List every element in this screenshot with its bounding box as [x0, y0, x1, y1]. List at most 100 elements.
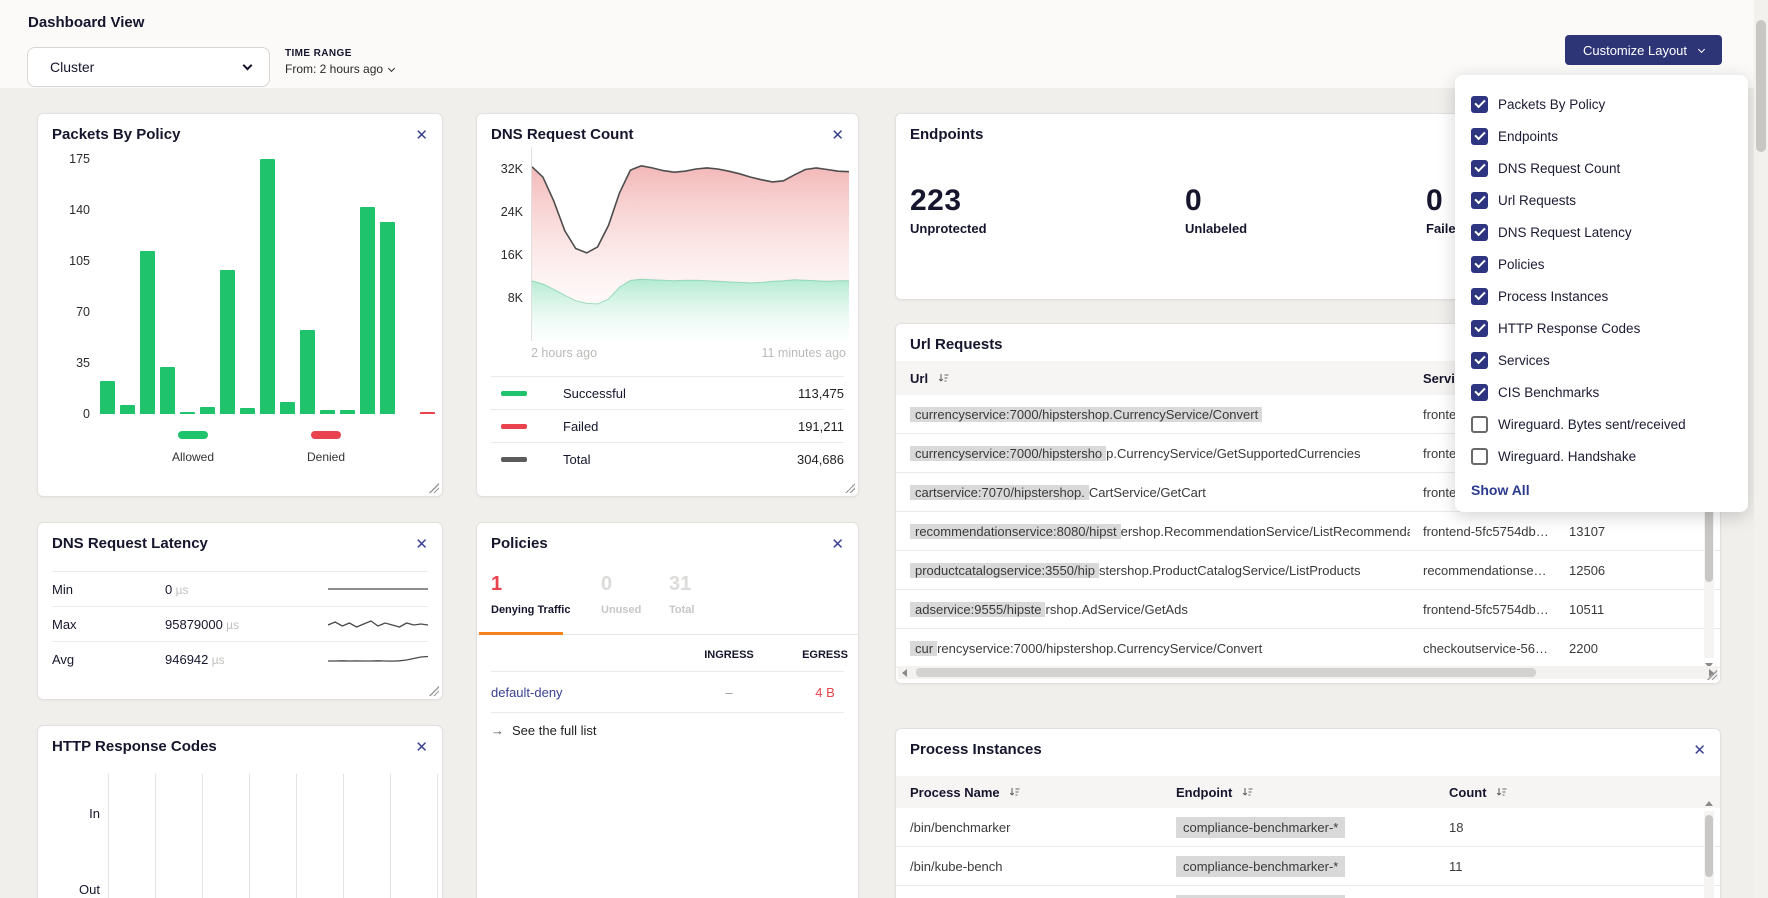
resize-handle[interactable] [1707, 670, 1717, 680]
close-icon[interactable]: ✕ [411, 531, 432, 557]
tab-unused[interactable]: 0 Unused [601, 573, 641, 616]
time-range-from[interactable]: From: 2 hours ago [285, 62, 396, 76]
latency-row: Min 0 µs [52, 571, 428, 606]
menu-item-endpoints[interactable]: Endpoints [1455, 120, 1748, 152]
checkbox-checked-icon[interactable] [1471, 95, 1488, 113]
menu-item-label: Url Requests [1498, 192, 1577, 208]
resize-handle[interactable] [429, 483, 439, 493]
checkbox-checked-icon[interactable] [1471, 383, 1488, 401]
checkbox-unchecked-icon[interactable] [1471, 415, 1488, 433]
bar-slot [340, 159, 355, 414]
row-label-in: In [89, 806, 100, 821]
endpoint-cell: compliance-benchmarker-* [1176, 816, 1449, 838]
menu-item-policies[interactable]: Policies [1455, 248, 1748, 280]
bar-allowed [140, 250, 155, 414]
checkbox-checked-icon[interactable] [1471, 255, 1488, 273]
close-icon[interactable]: ✕ [411, 122, 432, 148]
bar-slot [360, 159, 375, 414]
menu-item-process-instances[interactable]: Process Instances [1455, 280, 1748, 312]
close-icon[interactable]: ✕ [411, 734, 432, 760]
menu-item-wireguard-handshake[interactable]: Wireguard. Handshake [1455, 440, 1748, 472]
tab-label: Denying Traffic [491, 604, 571, 616]
menu-item-label: Services [1498, 352, 1550, 368]
page-scrollbar-thumb[interactable] [1756, 20, 1766, 152]
checkbox-checked-icon[interactable] [1471, 351, 1488, 369]
legend-row: Successful 113,475 [491, 376, 844, 409]
resize-handle[interactable] [429, 686, 439, 696]
table-row[interactable]: recommendationservice:8080/hipst ershop.R… [896, 512, 1720, 551]
checkbox-checked-icon[interactable] [1471, 127, 1488, 145]
see-full-list-link[interactable]: → See the full list [491, 723, 597, 738]
latency-number: 95879000 [165, 616, 223, 632]
url-cell: currencyservice:7000/hipstershop.Currenc… [910, 406, 1410, 422]
menu-item-url-requests[interactable]: Url Requests [1455, 184, 1748, 216]
menu-item-dns-request-latency[interactable]: DNS Request Latency [1455, 216, 1748, 248]
scroll-left-icon[interactable] [902, 668, 907, 677]
url-text: stershop.ProductCatalogService/ListProdu… [1098, 562, 1361, 578]
tab-denying-traffic[interactable]: 1 Denying Traffic [491, 573, 570, 616]
menu-item-wireguard-bytes-sent-received[interactable]: Wireguard. Bytes sent/received [1455, 408, 1748, 440]
scroll-up-icon[interactable] [1705, 801, 1713, 806]
column-header-endpoint[interactable]: Endpoint [1176, 785, 1449, 800]
checkbox-checked-icon[interactable] [1471, 159, 1488, 177]
bar-slot [240, 159, 255, 414]
table-row[interactable]: productcatalogservice:3550/hip stershop.P… [896, 551, 1720, 590]
latency-unit: µs [222, 617, 240, 632]
close-icon[interactable]: ✕ [1689, 737, 1710, 763]
show-all-link[interactable]: Show All [1471, 482, 1530, 498]
checkbox-checked-icon[interactable] [1471, 223, 1488, 241]
view-selector[interactable]: Cluster [27, 47, 270, 87]
latency-number: 946942 [165, 651, 209, 667]
table-row[interactable]: /bin/kube-bench compliance-benchmarker-* 1… [896, 847, 1720, 886]
customize-layout-button[interactable]: Customize Layout [1565, 35, 1722, 65]
vertical-scrollbar[interactable] [1704, 801, 1714, 898]
bar-slot [200, 159, 215, 414]
menu-items: Packets By Policy Endpoints DNS Request Co… [1455, 88, 1748, 472]
menu-item-cis-benchmarks[interactable]: CIS Benchmarks [1455, 376, 1748, 408]
checkbox-checked-icon[interactable] [1471, 287, 1488, 305]
stat-label: Unprotected [910, 221, 987, 236]
stat-label: Unlabeled [1185, 221, 1248, 236]
column-header-url[interactable]: Url [910, 371, 1423, 386]
menu-item-services[interactable]: Services [1455, 344, 1748, 376]
table-row[interactable]: adservice:9555/hipste rshop.AdService/Get… [896, 590, 1720, 629]
bar-allowed [340, 409, 355, 414]
x-axis-start-label: 2 hours ago [531, 346, 598, 360]
bar-slot [280, 159, 295, 414]
close-icon[interactable]: ✕ [827, 531, 848, 557]
menu-item-dns-request-count[interactable]: DNS Request Count [1455, 152, 1748, 184]
checkbox-checked-icon[interactable] [1471, 319, 1488, 337]
bar-denied [420, 412, 435, 414]
column-header-count[interactable]: Count [1449, 785, 1720, 800]
y-axis-tick: 8K [507, 291, 523, 305]
column-header-process-name[interactable]: Process Name [910, 785, 1176, 800]
page-scrollbar[interactable] [1754, 0, 1768, 898]
endpoint-cell: compliance-benchmarker-* [1176, 855, 1449, 877]
resize-handle[interactable] [845, 483, 855, 493]
bar-slot [320, 159, 335, 414]
endpoint-value: compliance-benchmarker-* [1176, 816, 1346, 838]
tab-total[interactable]: 31 Total [669, 573, 694, 616]
active-tab-underline [479, 632, 563, 635]
egress-value: 4 B [815, 685, 835, 700]
url-highlighted-text: cur [910, 640, 938, 656]
bar-slot [380, 159, 395, 414]
checkbox-checked-icon[interactable] [1471, 191, 1488, 209]
scrollbar-thumb[interactable] [1705, 815, 1713, 877]
customize-layout-label: Customize Layout [1582, 42, 1688, 58]
menu-item-http-response-codes[interactable]: HTTP Response Codes [1455, 312, 1748, 344]
table-row[interactable]: /bin/benchmarker compliance-benchmarker-*… [896, 808, 1720, 847]
checkbox-unchecked-icon[interactable] [1471, 447, 1488, 465]
menu-item-packets-by-policy[interactable]: Packets By Policy [1455, 88, 1748, 120]
scrollbar-thumb[interactable] [916, 668, 1536, 677]
close-icon[interactable]: ✕ [827, 122, 848, 148]
scroll-down-icon[interactable] [1705, 663, 1713, 668]
chevron-down-icon [1697, 45, 1706, 53]
tab-value: 31 [669, 573, 692, 595]
horizontal-scrollbar[interactable] [898, 666, 1718, 679]
policy-name-link[interactable]: default-deny [491, 685, 563, 700]
url-highlighted-text: productcatalogservice:3550/hip [910, 562, 1099, 578]
